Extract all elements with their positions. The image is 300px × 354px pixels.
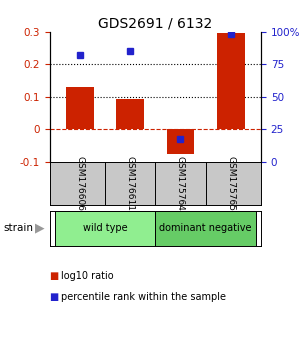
Bar: [55, 211, 155, 246]
Text: GSM176611: GSM176611: [126, 156, 135, 211]
Title: GDS2691 / 6132: GDS2691 / 6132: [98, 17, 212, 31]
Text: GSM175764: GSM175764: [176, 156, 185, 211]
Text: dominant negative: dominant negative: [159, 223, 252, 233]
Bar: [167, 130, 194, 154]
Text: strain: strain: [3, 223, 33, 233]
Bar: [217, 34, 244, 130]
Bar: [116, 98, 144, 130]
Text: log10 ratio: log10 ratio: [61, 271, 114, 281]
Text: GSM175765: GSM175765: [226, 156, 235, 211]
Bar: [155, 211, 256, 246]
Bar: [66, 87, 94, 130]
Text: ■: ■: [50, 292, 59, 302]
Text: wild type: wild type: [82, 223, 127, 233]
Text: percentile rank within the sample: percentile rank within the sample: [61, 292, 226, 302]
Text: ▶: ▶: [34, 222, 44, 235]
Text: GSM176606: GSM176606: [75, 156, 84, 211]
Text: ■: ■: [50, 271, 59, 281]
